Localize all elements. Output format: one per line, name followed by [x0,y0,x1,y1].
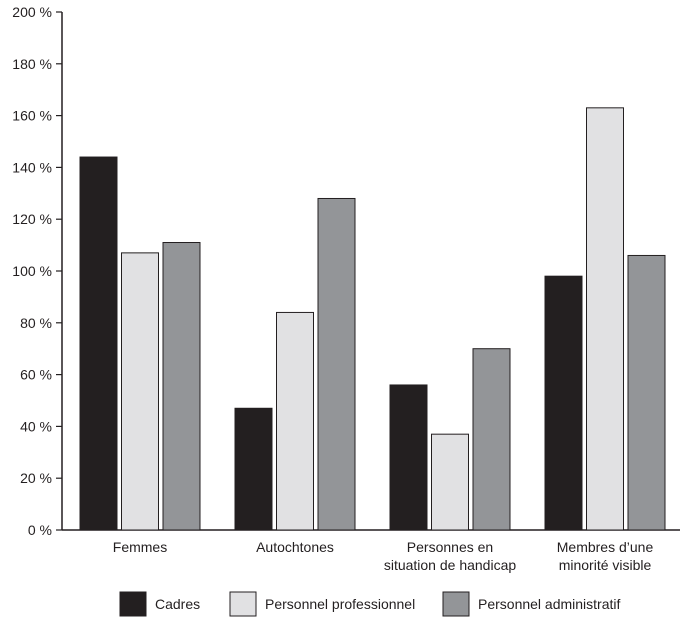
legend-swatch [442,591,470,617]
legend-swatch [119,591,147,617]
category-label: Femmes [113,539,167,555]
bar-cadres [234,407,273,531]
y-tick-label: 20 % [20,470,52,486]
y-tick-label: 140 % [12,159,52,175]
y-tick-label: 120 % [12,211,52,227]
y-tick-label: 80 % [20,315,52,331]
bar-personnel-administratif [472,348,511,531]
y-tick-label: 180 % [12,56,52,72]
bar-personnel-professionnel [121,252,159,531]
bar-cadres [79,156,118,531]
legend-label: Personnel professionnel [265,596,415,612]
bar-personnel-administratif [162,242,201,531]
y-tick-label: 60 % [20,367,52,383]
y-tick-label: 160 % [12,108,52,124]
category-label: minorité visible [559,557,652,573]
category-label: Personnes en [407,539,493,555]
legend-swatch [229,591,257,617]
bar-personnel-professionnel [276,311,314,531]
legend-label: Cadres [155,596,200,612]
bar-personnel-administratif [627,254,666,531]
y-tick-label: 200 % [12,4,52,20]
bar-personnel-administratif [317,197,356,531]
category-label: Autochtones [256,539,334,555]
category-label: situation de handicap [384,557,517,573]
bar-cadres [544,275,583,531]
y-tick-label: 100 % [12,263,52,279]
y-tick-label: 40 % [20,418,52,434]
bar-personnel-professionnel [586,107,624,531]
category-label: Membres d’une [557,539,654,555]
bar-personnel-professionnel [431,433,469,531]
y-tick-label: 0 % [28,522,52,538]
legend-label: Personnel administratif [478,596,621,612]
bar-cadres [389,384,428,531]
